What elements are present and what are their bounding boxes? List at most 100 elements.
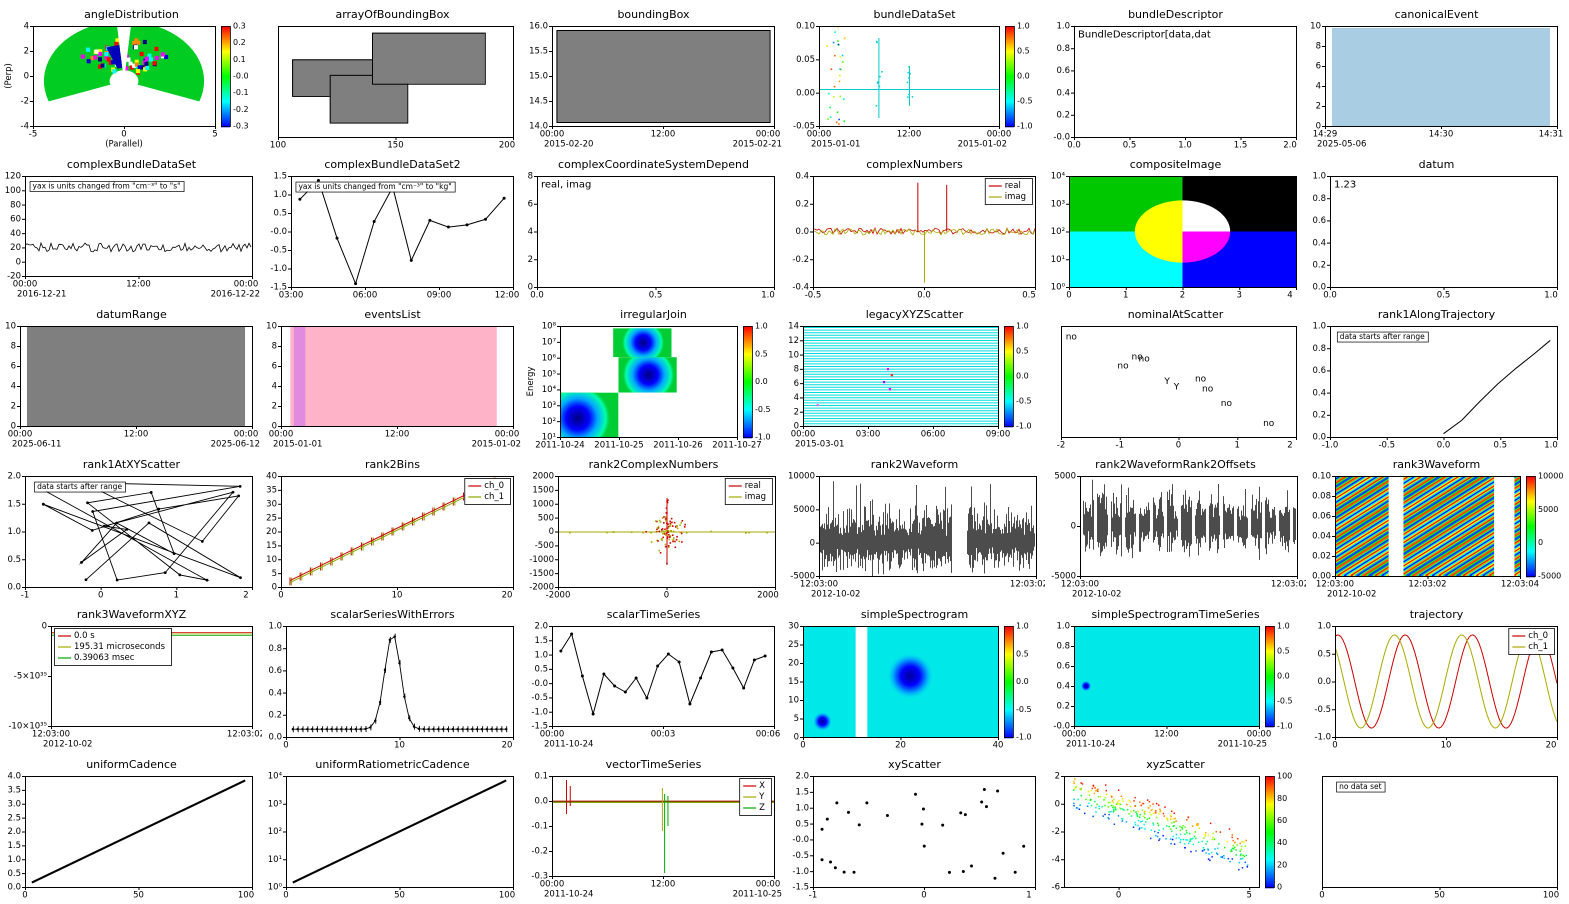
chart-title: datum	[1418, 158, 1455, 171]
chart-canvas	[262, 772, 523, 901]
chart-cell-datumRange: datumRange	[1, 301, 262, 451]
chart-canvas	[523, 22, 784, 151]
chart-cell-uniformRatiometricCadence: uniformRatiometricCadence	[262, 751, 523, 901]
chart-canvas	[262, 22, 523, 151]
chart-canvas	[262, 172, 523, 301]
chart-canvas	[1045, 172, 1306, 301]
chart-cell-bundleDataSet: bundleDataSet	[784, 1, 1045, 151]
chart-title: scalarSeriesWithErrors	[330, 608, 455, 621]
chart-cell-rank3Waveform: rank3Waveform	[1306, 451, 1567, 601]
chart-title: rank3WaveformXYZ	[76, 608, 187, 621]
chart-title: xyzScatter	[1146, 758, 1205, 771]
chart-title: uniformCadence	[86, 758, 177, 771]
chart-title: complexCoordinateSystemDepend	[558, 158, 749, 171]
chart-title: uniformRatiometricCadence	[315, 758, 470, 771]
chart-cell-rank2WaveformRank2Offsets: rank2WaveformRank2Offsets	[1045, 451, 1306, 601]
chart-cell-empty	[1306, 751, 1567, 901]
chart-title: scalarTimeSeries	[606, 608, 701, 621]
chart-cell-simpleSpectrogramTimeSeries: simpleSpectrogramTimeSeries	[1045, 601, 1306, 751]
chart-canvas	[262, 472, 523, 601]
chart-canvas	[1, 772, 262, 901]
chart-title: legacyXYZScatter	[865, 308, 964, 321]
chart-title: complexBundleDataSet	[66, 158, 197, 171]
chart-title: bundleDataSet	[873, 8, 956, 21]
chart-cell-canonicalEvent: canonicalEvent	[1306, 1, 1567, 151]
chart-cell-rank1AtXYScatter: rank1AtXYScatter	[1, 451, 262, 601]
chart-canvas	[1045, 472, 1306, 601]
chart-canvas	[1306, 472, 1567, 601]
chart-title: canonicalEvent	[1394, 8, 1479, 21]
chart-cell-compositeImage: compositeImage	[1045, 151, 1306, 301]
chart-cell-simpleSpectrogram: simpleSpectrogram	[784, 601, 1045, 751]
chart-cell-irregularJoin: irregularJoin	[523, 301, 784, 451]
chart-canvas	[1, 22, 262, 151]
chart-canvas	[1045, 322, 1306, 451]
chart-cell-rank2ComplexNumbers: rank2ComplexNumbers	[523, 451, 784, 601]
chart-title: rank2Waveform	[870, 458, 959, 471]
chart-canvas	[1306, 772, 1567, 901]
chart-cell-complexCoordinateSystemDepend: complexCoordinateSystemDepend	[523, 151, 784, 301]
chart-canvas	[1045, 772, 1306, 901]
chart-cell-nominalAtScatter: nominalAtScatter	[1045, 301, 1306, 451]
chart-title: angleDistribution	[84, 8, 179, 21]
chart-canvas	[784, 772, 1045, 901]
chart-canvas	[1306, 172, 1567, 301]
chart-title: complexBundleDataSet2	[324, 158, 461, 171]
chart-cell-xyzScatter: xyzScatter	[1045, 751, 1306, 901]
chart-title: rank3Waveform	[1392, 458, 1481, 471]
chart-title	[1306, 751, 1567, 772]
chart-canvas	[523, 172, 784, 301]
chart-canvas	[1, 322, 262, 451]
chart-canvas	[784, 172, 1045, 301]
chart-cell-arrayOfBoundingBox: arrayOfBoundingBox	[262, 1, 523, 151]
chart-cell-complexBundleDataSet2: complexBundleDataSet2	[262, 151, 523, 301]
chart-canvas	[523, 322, 784, 451]
chart-cell-datum: datum	[1306, 151, 1567, 301]
chart-title: arrayOfBoundingBox	[335, 8, 450, 21]
chart-cell-rank2Waveform: rank2Waveform	[784, 451, 1045, 601]
chart-cell-scalarSeriesWithErrors: scalarSeriesWithErrors	[262, 601, 523, 751]
chart-cell-rank2Bins: rank2Bins	[262, 451, 523, 601]
chart-title: vectorTimeSeries	[605, 758, 702, 771]
chart-title: xyScatter	[888, 758, 941, 771]
chart-cell-scalarTimeSeries: scalarTimeSeries	[523, 601, 784, 751]
chart-canvas	[784, 322, 1045, 451]
chart-title: boundingBox	[617, 8, 690, 21]
chart-title: rank2ComplexNumbers	[588, 458, 719, 471]
chart-title: trajectory	[1409, 608, 1464, 621]
chart-canvas	[262, 322, 523, 451]
chart-canvas	[1, 622, 262, 751]
chart-cell-rank1AlongTrajectory: rank1AlongTrajectory	[1306, 301, 1567, 451]
chart-title: rank1AlongTrajectory	[1377, 308, 1496, 321]
chart-title: complexNumbers	[866, 158, 963, 171]
chart-canvas	[262, 622, 523, 751]
chart-canvas	[1045, 622, 1306, 751]
chart-cell-bundleDescriptor: bundleDescriptor	[1045, 1, 1306, 151]
chart-cell-complexNumbers: complexNumbers	[784, 151, 1045, 301]
chart-canvas	[1045, 22, 1306, 151]
chart-cell-vectorTimeSeries: vectorTimeSeries	[523, 751, 784, 901]
chart-cell-uniformCadence: uniformCadence	[1, 751, 262, 901]
chart-title: eventsList	[364, 308, 421, 321]
chart-title: datumRange	[96, 308, 167, 321]
chart-canvas	[523, 772, 784, 901]
chart-canvas	[784, 22, 1045, 151]
chart-canvas	[1, 172, 262, 301]
chart-canvas	[1306, 622, 1567, 751]
chart-canvas	[784, 622, 1045, 751]
chart-title: compositeImage	[1129, 158, 1222, 171]
chart-cell-boundingBox: boundingBox	[523, 1, 784, 151]
chart-cell-xyScatter: xyScatter	[784, 751, 1045, 901]
chart-cell-legacyXYZScatter: legacyXYZScatter	[784, 301, 1045, 451]
chart-canvas	[1, 472, 262, 601]
chart-title: bundleDescriptor	[1128, 8, 1223, 21]
chart-cell-angleDistribution: angleDistribution	[1, 1, 262, 151]
chart-cell-rank3WaveformXYZ: rank3WaveformXYZ	[1, 601, 262, 751]
chart-title: irregularJoin	[620, 308, 687, 321]
chart-cell-eventsList: eventsList	[262, 301, 523, 451]
chart-cell-complexBundleDataSet: complexBundleDataSet	[1, 151, 262, 301]
chart-cell-trajectory: trajectory	[1306, 601, 1567, 751]
chart-canvas	[1306, 22, 1567, 151]
chart-title: simpleSpectrogramTimeSeries	[1091, 608, 1260, 621]
